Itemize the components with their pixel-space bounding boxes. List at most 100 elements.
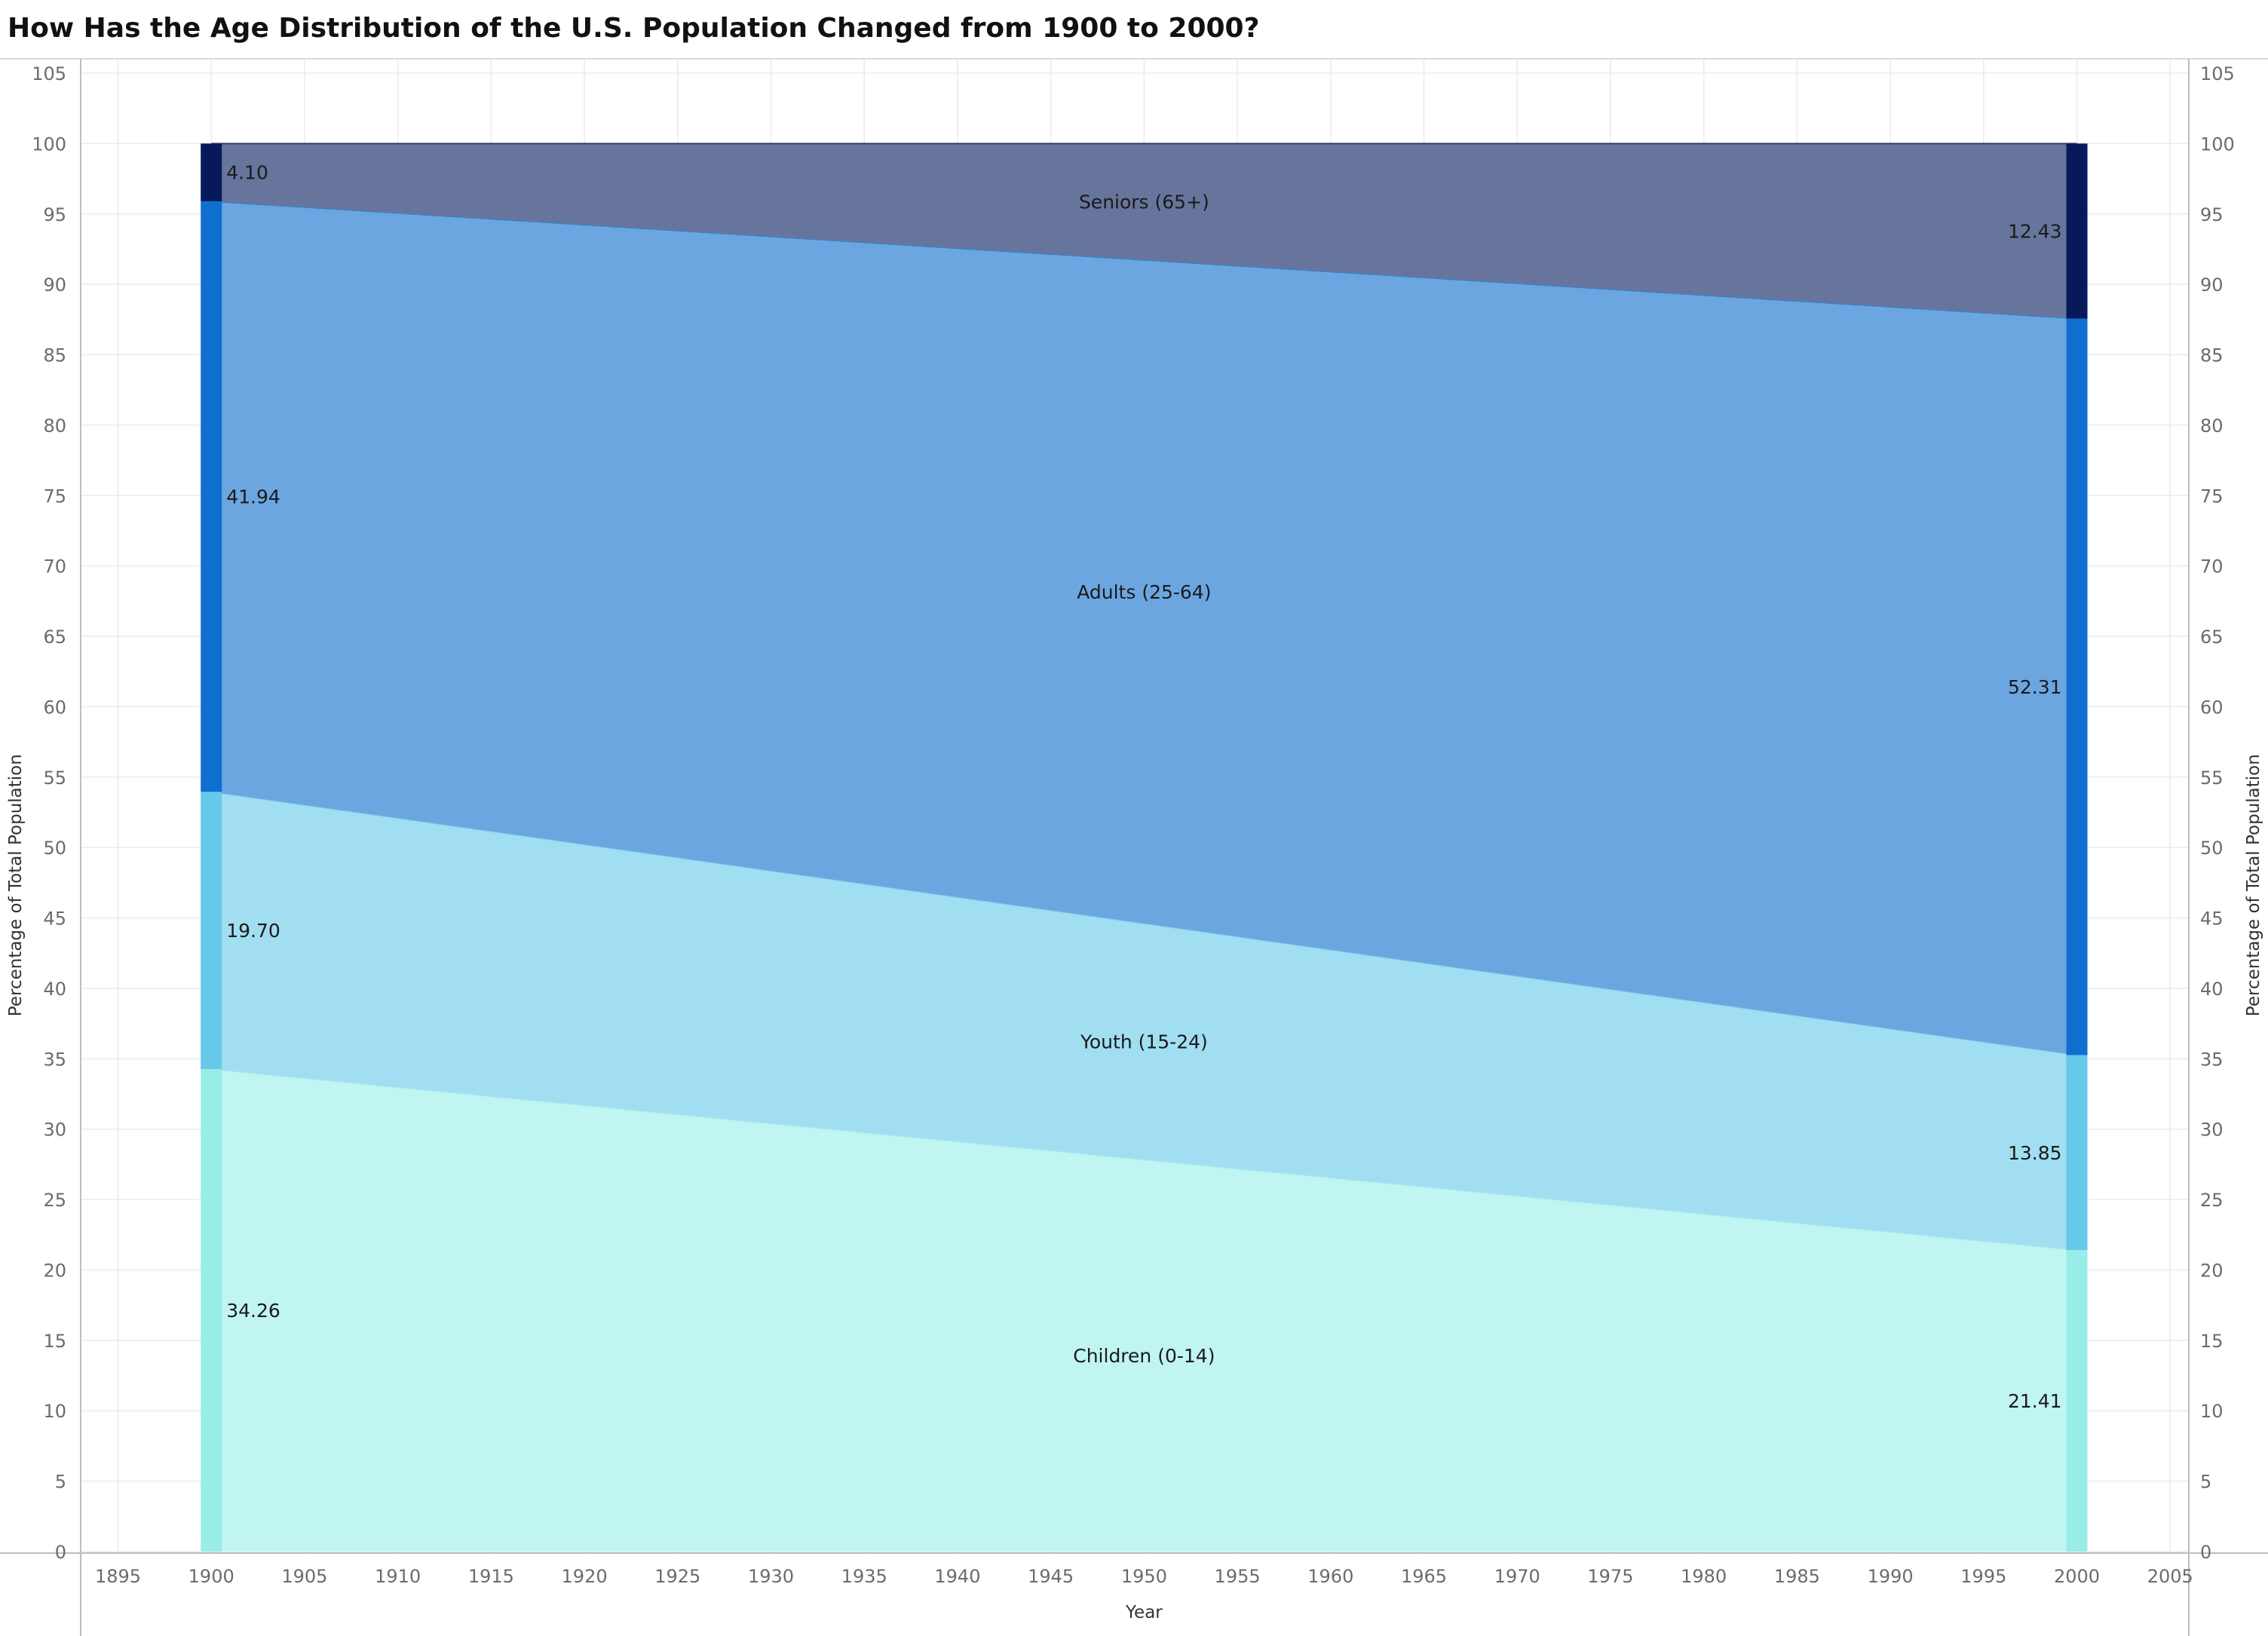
area-adults [211, 201, 2077, 1055]
y-tick-label-right: 75 [2200, 486, 2224, 507]
value-label-1900: 4.10 [226, 162, 268, 184]
y-tick-label-right: 70 [2200, 556, 2224, 578]
value-label-2000: 21.41 [2008, 1390, 2062, 1412]
y-tick-label: 40 [43, 979, 66, 1000]
y-tick-label: 95 [43, 204, 66, 225]
endpoint-bars [201, 143, 2088, 1552]
y-tick-label-right: 100 [2200, 133, 2235, 155]
series-label: Children (0-14) [1073, 1345, 1215, 1367]
y-tick-label: 30 [43, 1120, 66, 1141]
value-label-1900: 19.70 [226, 920, 280, 942]
y-axis-title-left: Percentage of Total Population [6, 754, 26, 1016]
y-tick-label-right: 60 [2200, 697, 2224, 718]
series-label: Adults (25-64) [1077, 581, 1211, 603]
y-tick-label-right: 85 [2200, 345, 2224, 366]
y-tick-label: 105 [32, 63, 66, 84]
y-tick-label-right: 5 [2200, 1472, 2211, 1493]
x-tick-label: 1980 [1681, 1566, 1727, 1587]
y-tick-label: 100 [32, 133, 66, 155]
x-tick-label: 1945 [1028, 1566, 1074, 1587]
y-tick-label: 0 [55, 1542, 66, 1563]
y-tick-label-right: 45 [2200, 908, 2224, 930]
endpoint-bar [2066, 143, 2088, 319]
x-tick-label: 1970 [1494, 1566, 1540, 1587]
y-tick-label-right: 30 [2200, 1120, 2224, 1141]
y-axis-title-right: Percentage of Total Population [2244, 754, 2263, 1016]
x-tick-label: 1950 [1121, 1566, 1167, 1587]
y-tick-label: 35 [43, 1049, 66, 1070]
y-tick-label: 10 [43, 1401, 66, 1422]
x-tick-label: 1925 [654, 1566, 700, 1587]
area-children [211, 1069, 2077, 1552]
x-tick-label: 1930 [748, 1566, 794, 1587]
y-tick-label: 75 [43, 486, 66, 507]
y-axis-right: 0 5 10 15 20 25 30 35 40 45 50 55 60 65 70 75 80 85 90 95 10… [2200, 63, 2235, 1563]
x-tick-label: 1990 [1868, 1566, 1914, 1587]
x-axis: 1895 1900 1905 1910 1915 1920 1925 1930 1935 1940… [95, 1566, 2193, 1587]
area-youth [211, 792, 2077, 1251]
y-tick-label: 5 [55, 1472, 66, 1493]
x-tick-label: 2005 [2147, 1566, 2193, 1587]
y-tick-label: 45 [43, 908, 66, 930]
series-label: Seniors (65+) [1079, 191, 1209, 213]
value-label-2000: 52.31 [2008, 676, 2062, 698]
value-label-2000: 13.85 [2008, 1142, 2062, 1164]
chart-title: How Has the Age Distribution of the U.S.… [8, 13, 1260, 44]
y-tick-label-right: 25 [2200, 1190, 2224, 1211]
y-tick-label: 85 [43, 345, 66, 366]
y-tick-label: 50 [43, 838, 66, 859]
y-tick-label: 80 [43, 415, 66, 437]
value-label-2000: 12.43 [2008, 220, 2062, 242]
y-tick-label-right: 90 [2200, 274, 2224, 296]
y-tick-label-right: 0 [2200, 1542, 2211, 1563]
y-tick-label-right: 15 [2200, 1331, 2224, 1352]
x-tick-label: 1985 [1774, 1566, 1820, 1587]
y-tick-label-right: 40 [2200, 979, 2224, 1000]
area-series [211, 142, 2077, 1552]
value-label-1900: 34.26 [226, 1300, 280, 1322]
x-tick-label: 2000 [2054, 1566, 2100, 1587]
endpoint-bar [201, 1069, 222, 1552]
y-tick-label: 70 [43, 556, 66, 578]
value-label-1900: 41.94 [226, 486, 280, 508]
y-tick-label: 25 [43, 1190, 66, 1211]
x-tick-label: 1995 [1960, 1566, 2006, 1587]
y-tick-label: 15 [43, 1331, 66, 1352]
y-tick-label-right: 105 [2200, 63, 2235, 84]
x-tick-label: 1910 [375, 1566, 421, 1587]
x-tick-label: 1955 [1215, 1566, 1261, 1587]
endpoint-bar [2066, 318, 2088, 1055]
series-labels: Children (0-14) Youth (15-24) Adults (25-6… [1073, 191, 1215, 1368]
area-seniors [211, 143, 2077, 319]
data-labels: 34.26 21.41 19.70 13.85 41.94 52.31 4.10 12.43 [226, 162, 2061, 1412]
y-tick-label-right: 55 [2200, 767, 2224, 789]
y-axis-left: 0 5 10 15 20 25 30 35 40 45 50 55 60 65 70 75 80 85 90 95 10… [32, 63, 66, 1563]
x-tick-label: 1935 [841, 1566, 887, 1587]
y-tick-label: 20 [43, 1260, 66, 1281]
y-tick-label-right: 50 [2200, 838, 2224, 859]
y-tick-label-right: 20 [2200, 1260, 2224, 1281]
x-tick-label: 1965 [1401, 1566, 1447, 1587]
x-tick-label: 1960 [1307, 1566, 1353, 1587]
y-tick-label-right: 35 [2200, 1049, 2224, 1070]
y-tick-label: 60 [43, 697, 66, 718]
series-label: Youth (15-24) [1080, 1031, 1208, 1053]
x-tick-label: 1915 [468, 1566, 514, 1587]
x-tick-label: 1920 [562, 1566, 608, 1587]
x-tick-label: 1905 [281, 1566, 327, 1587]
y-tick-label-right: 65 [2200, 627, 2224, 648]
x-tick-label: 1895 [95, 1566, 141, 1587]
y-tick-label: 55 [43, 767, 66, 789]
x-tick-label: 1940 [934, 1566, 980, 1587]
endpoint-bar [201, 143, 222, 201]
endpoint-bar [2066, 1055, 2088, 1251]
y-tick-label: 90 [43, 274, 66, 296]
x-tick-label: 1975 [1587, 1566, 1633, 1587]
axis-frame [0, 58, 2268, 1636]
x-tick-label: 1900 [188, 1566, 234, 1587]
endpoint-bar [201, 792, 222, 1070]
y-tick-label-right: 80 [2200, 415, 2224, 437]
endpoint-bar [2066, 1250, 2088, 1552]
endpoint-bar [201, 201, 222, 792]
